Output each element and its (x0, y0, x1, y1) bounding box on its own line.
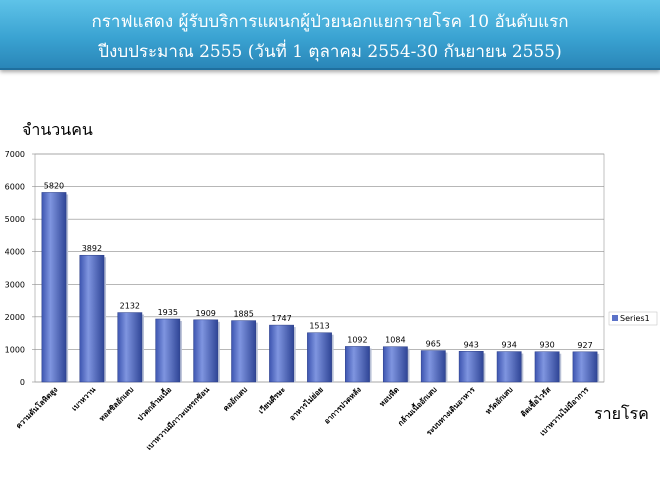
y-tick-label: 6000 (5, 183, 25, 192)
bar (269, 324, 294, 383)
x-tick-label: เวียนศีรษะ (257, 385, 287, 415)
y-tick-label: 5000 (5, 215, 25, 224)
chart-title-banner: กราฟแสดง ผู้รับบริการแผนกผู้ป่วยนอกแยกรา… (0, 0, 660, 70)
bar (193, 319, 219, 383)
x-tick-label: อาหารไม่ย่อย (287, 384, 325, 422)
x-tick-label: กล้ามเนื้ออักเสบ (395, 383, 439, 427)
data-label: 965 (426, 340, 441, 349)
bar (117, 312, 143, 383)
x-tick-label: เบาหวานมีภาวะแทรกซ้อน (144, 384, 211, 451)
y-tick-label: 3000 (5, 280, 25, 289)
chart-title-line-1: กราฟแสดง ผู้รับบริการแผนกผู้ป่วยนอกแยกรา… (91, 12, 569, 32)
x-tick-label: ความดันโลหิตสูง (13, 384, 60, 431)
x-tick-label: หอบหืด (377, 385, 400, 408)
data-label: 1513 (309, 322, 329, 331)
y-axis-label: จำนวนคน (22, 120, 93, 139)
bar (420, 350, 446, 383)
y-tick-label: 0 (20, 378, 25, 387)
x-tick-label: หวัดอักเสบ (483, 385, 514, 416)
bar (155, 318, 181, 383)
data-label: 1092 (347, 335, 367, 344)
data-label: 934 (502, 341, 517, 350)
x-tick-label: ทอลซิลอักเสบ (97, 385, 135, 423)
bar (307, 332, 332, 383)
x-tick-label: ปวดกล้ามเนื้อ (134, 384, 173, 423)
data-label: 1909 (196, 309, 216, 318)
bar (345, 346, 370, 383)
bar (572, 351, 598, 383)
data-label: 1935 (158, 308, 178, 317)
data-label: 2132 (120, 302, 140, 311)
data-label: 3892 (82, 244, 102, 253)
data-label: 927 (577, 341, 592, 350)
data-label: 1885 (233, 310, 253, 319)
x-tick-label: คออักเสบ (221, 385, 249, 413)
legend-label: Series1 (620, 314, 650, 323)
data-label: 930 (539, 341, 554, 350)
bar (534, 351, 560, 383)
x-tick-label: ติดเชื้อไวรัส (517, 383, 552, 418)
y-tick-label: 1000 (5, 345, 25, 354)
bar (382, 346, 408, 383)
data-label: 1084 (385, 336, 405, 345)
data-label: 1747 (271, 314, 291, 323)
bar (496, 351, 522, 383)
bar (41, 192, 67, 383)
x-axis-label: รายโรค (594, 404, 649, 423)
data-label: 943 (464, 340, 479, 349)
y-tick-label: 4000 (5, 248, 25, 257)
legend-box (608, 311, 658, 326)
bar (231, 320, 257, 383)
x-tick-label: อาการปวดหลัง (322, 385, 363, 426)
legend-swatch (612, 315, 618, 321)
x-tick-label: เบาหวาน (70, 384, 98, 412)
data-label: 5820 (44, 181, 64, 190)
bar (458, 351, 484, 383)
y-tick-label: 2000 (5, 313, 25, 322)
chart-title-line-2: ปีงบประมาณ 2555 (วันที่ 1 ตุลาคม 2554-30… (98, 42, 562, 62)
bar (79, 254, 105, 383)
y-tick-label: 7000 (5, 150, 25, 159)
